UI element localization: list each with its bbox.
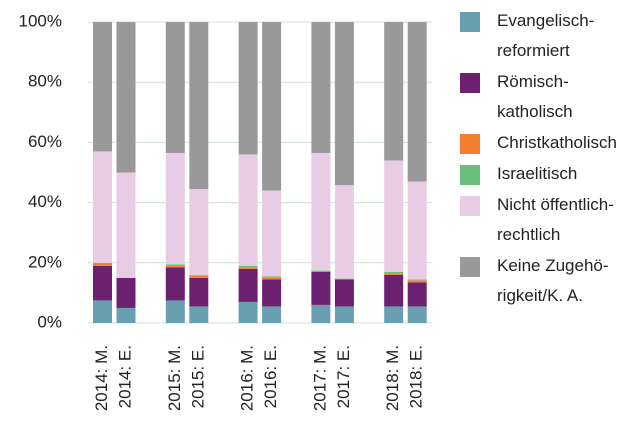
bar-segment [262, 277, 282, 280]
legend-label: Römisch-katholisch [497, 72, 573, 121]
x-tick-label: 2014: M. [92, 345, 111, 411]
y-tick-label: 60% [28, 132, 62, 151]
bar-segment [165, 265, 185, 268]
bar-segment [311, 270, 331, 271]
bar-segment [407, 181, 427, 280]
bar-segment [93, 151, 112, 263]
bar-segment [93, 265, 112, 301]
bar-segment [238, 301, 258, 323]
bar-segment [262, 306, 282, 323]
bar-segment [189, 189, 209, 275]
bar-segment [407, 282, 427, 307]
legend-label: Christkatholisch [497, 133, 617, 152]
x-tick-label: 2018: E. [407, 345, 426, 408]
bar-segment [311, 271, 331, 305]
bar-segment [311, 152, 331, 271]
bar-segment [384, 160, 404, 272]
bar-segment [334, 185, 354, 279]
y-tick-label: 0% [37, 312, 62, 331]
bar-segment [334, 306, 354, 323]
bar-segment [238, 22, 258, 155]
bar-segment [407, 22, 427, 182]
bar-segment [311, 304, 331, 323]
bar-segment [262, 190, 282, 277]
x-tick-label: 2018: M. [383, 345, 402, 411]
bar-segment [165, 152, 185, 265]
bar-segment [238, 154, 258, 266]
bar-segment [165, 264, 185, 266]
bar-segment [407, 279, 427, 281]
bar-segment [407, 306, 427, 323]
bar-segment [384, 22, 404, 161]
bar-segment [238, 267, 258, 269]
y-tick-label: 80% [28, 72, 62, 91]
bar-segment [165, 22, 185, 153]
legend-swatch [460, 196, 480, 216]
bar-segment [407, 280, 427, 283]
bar-segment [334, 22, 354, 186]
bar-segment [116, 172, 136, 278]
bar-segment [334, 278, 354, 280]
bar-segment [189, 277, 209, 307]
x-tick-label: 2017: E. [334, 345, 353, 408]
y-tick-label: 20% [28, 252, 62, 271]
y-tick-label: 40% [28, 192, 62, 211]
bar-segment [334, 279, 354, 307]
legend-label: Israelitisch [497, 164, 577, 183]
legend-swatch [460, 257, 480, 277]
bar-segment [189, 306, 209, 323]
bar-segment [93, 263, 112, 266]
legend-swatch [460, 12, 480, 32]
bar-segment [311, 270, 331, 272]
legend-swatch [460, 165, 480, 185]
bar-segment [116, 22, 136, 173]
x-tick-label: 2017: M. [310, 345, 329, 411]
bar-segment [165, 267, 185, 301]
x-tick-label: 2016: E. [261, 345, 280, 408]
x-tick-label: 2014: E. [115, 345, 134, 408]
x-tick-label: 2015: E. [188, 345, 207, 408]
bar-segment [238, 265, 258, 268]
bar-segment [116, 307, 136, 323]
x-tick-label: 2016: M. [238, 345, 257, 411]
bar-segment [93, 22, 112, 152]
bar-segment [189, 274, 209, 276]
bar-segment [116, 277, 136, 308]
bar-segment [165, 300, 185, 323]
bar-segment [262, 279, 282, 307]
legend-swatch [460, 73, 480, 93]
bar-segment [262, 22, 282, 191]
bar-segment [384, 271, 404, 274]
bar-segment [189, 275, 209, 278]
legend-swatch [460, 134, 480, 154]
legend-label: Nicht öffentlich-rechtlich [497, 195, 614, 244]
legend-label: Evangelisch-reformiert [497, 11, 594, 60]
bar-segment [384, 306, 404, 323]
y-tick-label: 100% [19, 11, 62, 30]
x-tick-label: 2015: M. [165, 345, 184, 411]
legend-label: Keine Zugehö-rigkeit/K. A. [497, 256, 609, 305]
bar-segment [311, 22, 331, 153]
bar-segment [93, 300, 112, 323]
bar-segment [189, 22, 209, 190]
bar-segment [93, 262, 112, 264]
bar-segment [384, 273, 404, 275]
bar-segment [238, 268, 258, 302]
bar-segment [262, 276, 282, 278]
bar-segment [384, 274, 404, 307]
